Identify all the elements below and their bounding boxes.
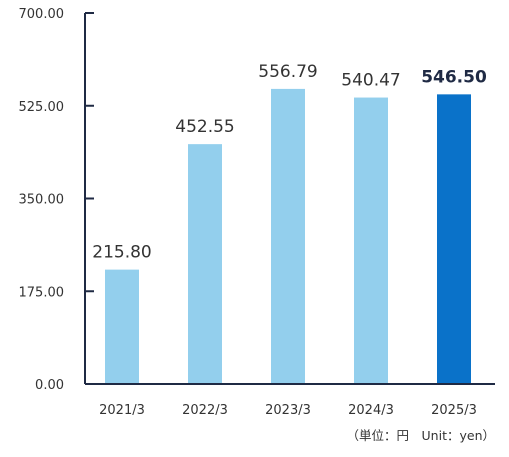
x-tick-label: 2024/3 xyxy=(348,403,394,418)
x-tick-label: 2022/3 xyxy=(182,403,228,418)
bar xyxy=(271,88,305,384)
bar xyxy=(188,144,222,384)
y-tick-label: 525.00 xyxy=(19,100,65,115)
x-tick-label: 2021/3 xyxy=(99,403,145,418)
data-label: 540.47 xyxy=(341,71,400,91)
bars-group xyxy=(105,88,471,384)
data-label: 452.55 xyxy=(175,117,234,137)
data-label: 556.79 xyxy=(258,62,317,82)
data-label: 215.80 xyxy=(92,243,151,263)
data-labels-group: 215.80 452.55 556.79 540.47 546.50 xyxy=(92,62,487,263)
y-tick-label: 175.00 xyxy=(19,285,65,300)
bar xyxy=(354,97,388,384)
data-label: 546.50 xyxy=(421,67,487,87)
y-tick-label: 700.00 xyxy=(19,7,65,22)
y-tick-label: 0.00 xyxy=(35,378,64,393)
bar xyxy=(105,269,139,384)
bar xyxy=(437,94,471,384)
y-tick-label: 350.00 xyxy=(19,193,65,208)
x-tick-label: 2023/3 xyxy=(265,403,311,418)
x-tick-label: 2025/3 xyxy=(431,403,477,418)
y-ticks-group: 0.00 175.00 350.00 525.00 700.00 xyxy=(19,7,94,393)
x-labels-group: 2021/3 2022/3 2023/3 2024/3 2025/3 xyxy=(99,403,477,418)
unit-label: （単位：円 Unit：yen） xyxy=(347,428,495,443)
